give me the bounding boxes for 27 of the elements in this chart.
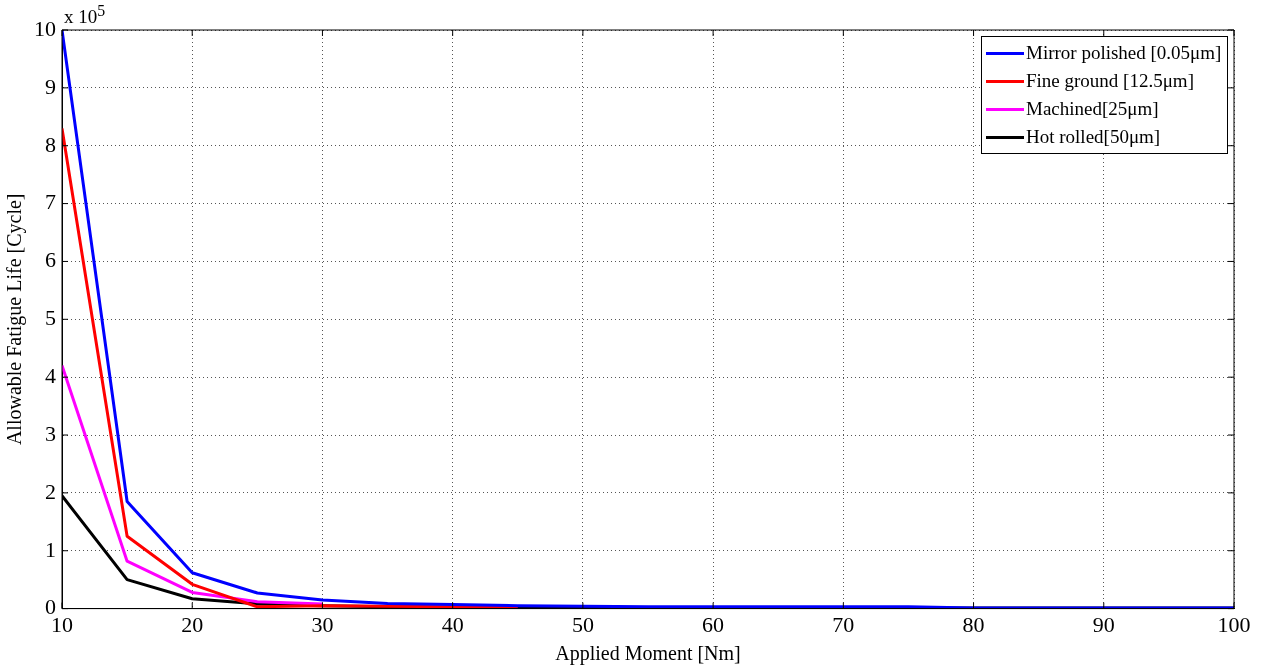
y-tick-label: 10 [34, 15, 56, 41]
y-tick-label: 9 [45, 73, 56, 99]
y-tick-label: 2 [45, 478, 56, 504]
legend-label: Mirror polished [0.05μm] [1026, 41, 1222, 65]
y-axis-title: Allowable Fatigue Life [Cycle] [3, 193, 27, 446]
x-tick-label: 80 [962, 611, 985, 637]
y-tick-label: 0 [45, 594, 56, 620]
x-tick-label: 90 [1092, 611, 1115, 637]
x-tick-label: 50 [571, 611, 594, 637]
text: x 10$^{5}$ [64, 2, 106, 28]
x-tick-label: 100 [1217, 611, 1251, 637]
y-tick-label: 5 [45, 305, 56, 331]
x-tick-label: 60 [702, 611, 725, 637]
x-tick-label: 70 [832, 611, 855, 637]
y-tick-label: 8 [45, 131, 56, 157]
x-tick-label: 20 [181, 611, 204, 637]
x-axis-title: Applied Moment [Nm] [555, 642, 741, 666]
legend-label: Hot rolled[50μm] [1026, 125, 1161, 149]
y-tick-label: 6 [45, 247, 56, 273]
y-tick-label: 1 [45, 536, 56, 562]
x-tick-label: 40 [441, 611, 464, 637]
y-tick-label: 4 [45, 362, 56, 388]
y-tick-label: 7 [45, 189, 56, 215]
x-tick-label: 30 [311, 611, 334, 637]
y-tick-label: 3 [45, 420, 56, 446]
legend-label: Machined[25μm] [1026, 97, 1159, 121]
legend-label: Fine ground [12.5μm] [1026, 69, 1194, 93]
